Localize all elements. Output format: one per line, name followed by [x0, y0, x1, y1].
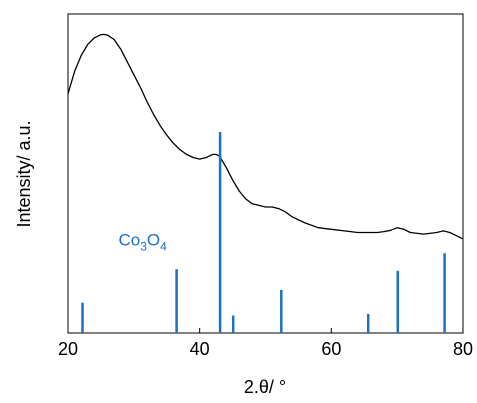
annotation-sub1: 3 — [140, 239, 147, 253]
xrd-curve — [67, 33, 464, 240]
annotation-sub2: 4 — [160, 239, 167, 253]
reference-stems — [81, 132, 446, 333]
x-tick-label: 60 — [321, 339, 341, 359]
x-tick-label: 20 — [58, 339, 78, 359]
annotation-base: Co — [119, 230, 141, 249]
x-axis-ticks: 20 40 60 80 — [58, 328, 473, 359]
x-tick-label: 40 — [190, 339, 210, 359]
x-axis-label: 2.θ/ ° — [244, 377, 286, 397]
plot-frame — [67, 13, 464, 334]
y-axis-label: Intensity/ a.u. — [14, 120, 34, 227]
annotation-co3o4: Co3O4 — [119, 230, 168, 253]
annotation-mid: O — [147, 230, 160, 249]
curve-layer — [67, 33, 464, 240]
x-tick-label: 80 — [453, 339, 473, 359]
